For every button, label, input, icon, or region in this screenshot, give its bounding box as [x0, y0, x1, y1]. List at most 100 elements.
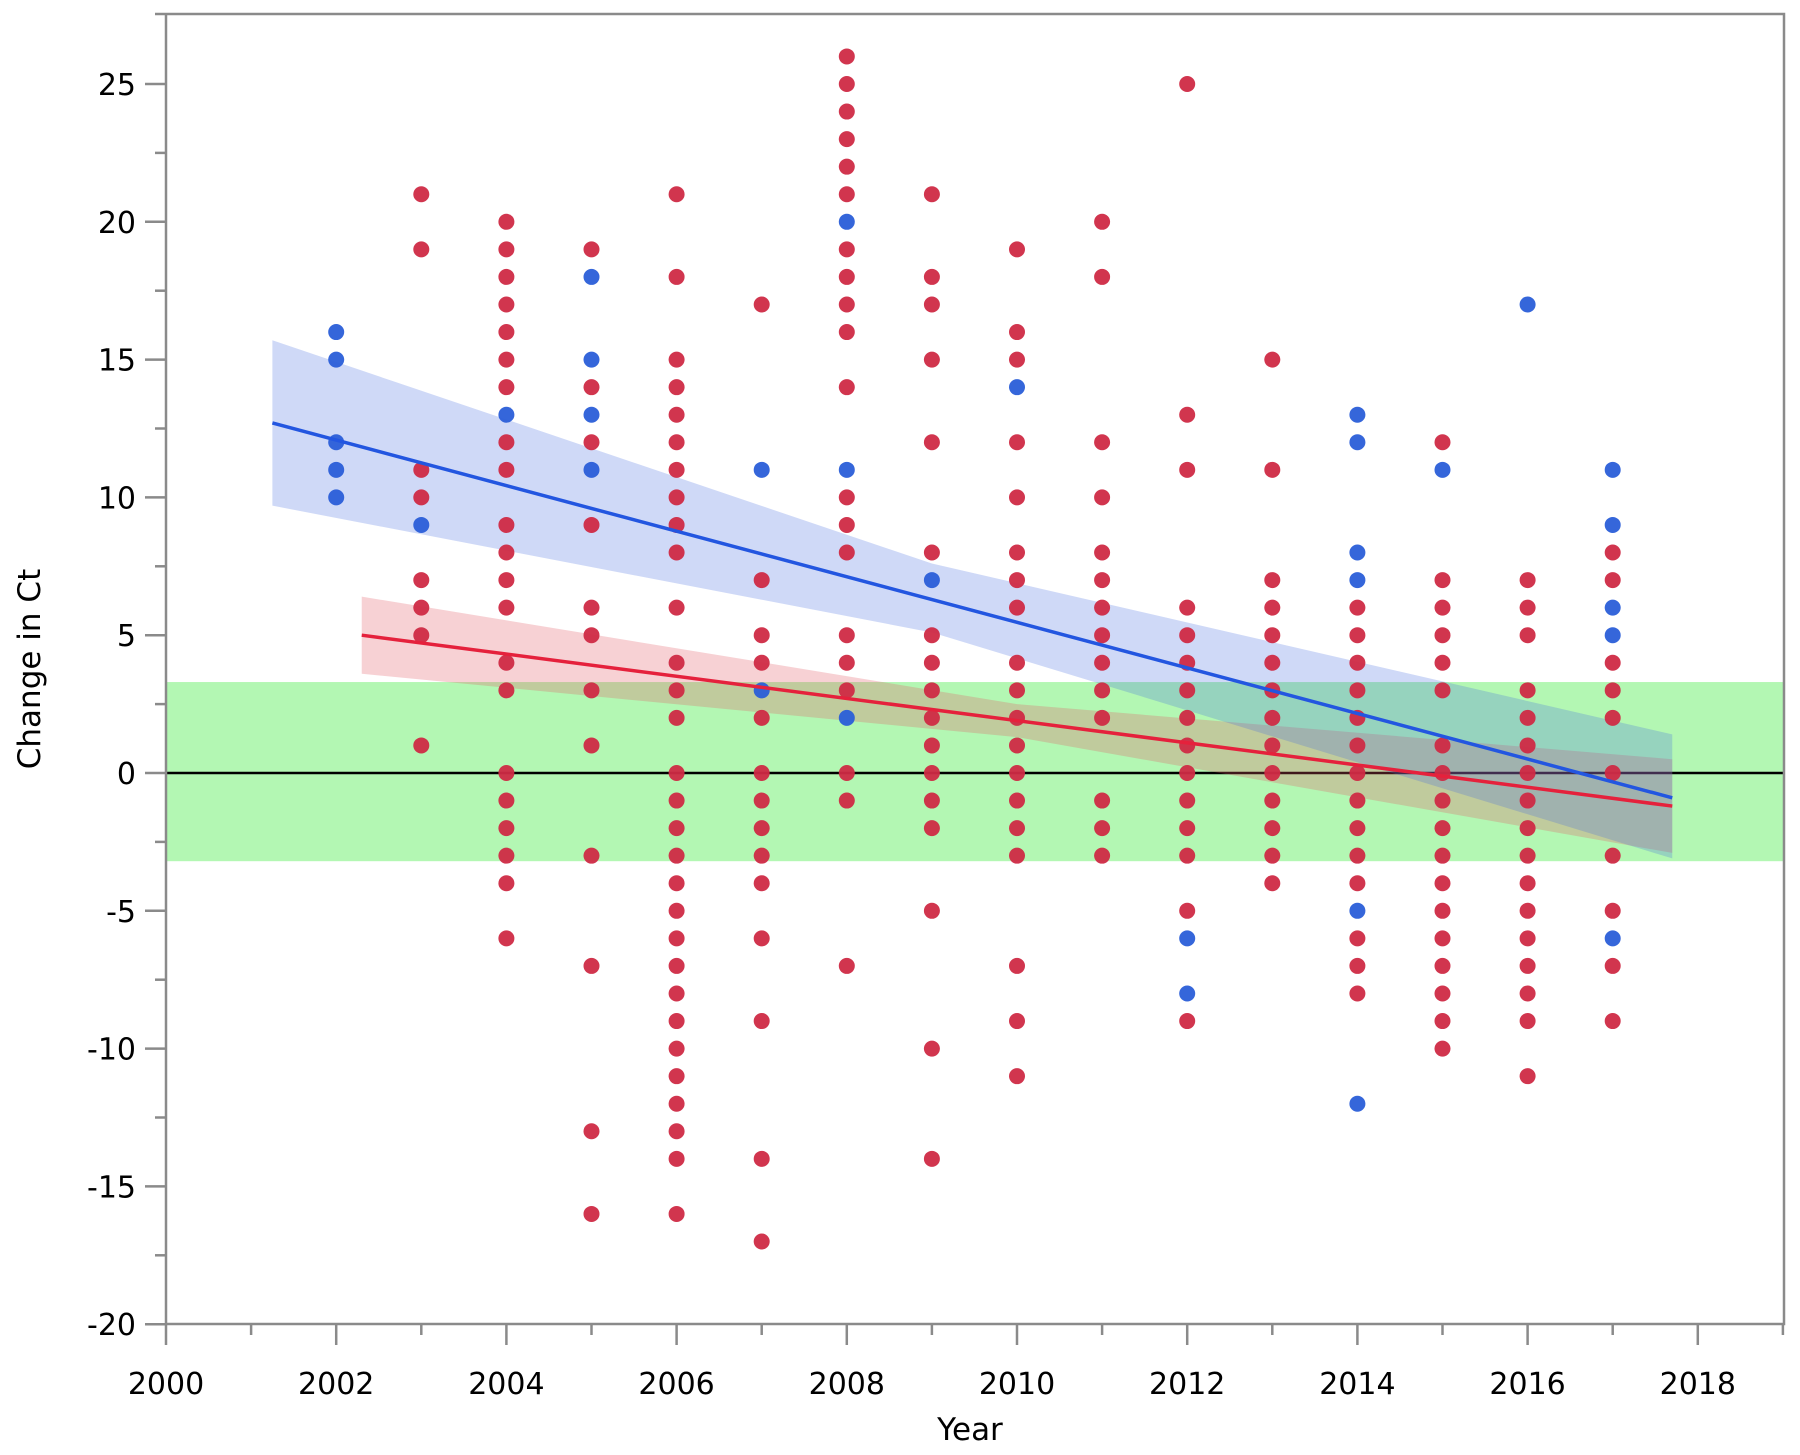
red-data-point: [1094, 820, 1111, 837]
red-data-point: [1179, 765, 1196, 781]
red-data-point: [1434, 737, 1451, 754]
red-data-point: [923, 351, 940, 368]
red-data-point: [1434, 792, 1451, 809]
blue-data-point: [1604, 627, 1621, 644]
red-data-point: [1349, 875, 1366, 892]
red-data-point: [1094, 572, 1111, 589]
red-data-point: [1009, 792, 1025, 809]
red-data-point: [1009, 351, 1025, 368]
red-data-point: [668, 1095, 685, 1112]
y-tick-label: -10: [87, 1033, 136, 1068]
red-data-point: [1604, 902, 1621, 919]
blue-data-point: [1349, 434, 1366, 451]
red-data-point: [838, 957, 855, 974]
red-data-point: [838, 103, 855, 120]
blue-data-point: [838, 461, 855, 478]
x-tick-label: 2000: [128, 1367, 204, 1402]
red-data-point: [1519, 820, 1536, 837]
red-data-point: [668, 379, 685, 396]
x-tick-label: 2008: [809, 1367, 885, 1402]
red-data-point: [923, 296, 940, 313]
red-data-point: [1009, 1013, 1025, 1030]
red-data-point: [1519, 875, 1536, 892]
blue-data-point: [1349, 406, 1366, 423]
red-data-point: [1179, 737, 1196, 754]
red-data-point: [583, 599, 600, 616]
red-data-point: [1349, 820, 1366, 837]
red-data-point: [923, 820, 940, 837]
blue-data-point: [328, 489, 345, 506]
red-data-point: [1094, 599, 1111, 616]
red-data-point: [1264, 654, 1281, 671]
red-data-point: [1519, 572, 1536, 589]
red-data-point: [498, 241, 515, 258]
red-data-point: [1434, 682, 1451, 699]
red-data-point: [1179, 820, 1196, 837]
red-data-point: [1519, 599, 1536, 616]
blue-data-point: [1604, 516, 1621, 533]
blue-fit-line: [271, 421, 1673, 800]
red-data-point: [1434, 434, 1451, 451]
red-data-point: [838, 544, 855, 561]
red-data-point: [1519, 985, 1536, 1002]
blue-data-point: [1604, 930, 1621, 947]
red-data-point: [1009, 820, 1025, 837]
y-tick-label: 0: [117, 757, 136, 792]
red-data-point: [838, 186, 855, 203]
red-data-point: [923, 1040, 940, 1057]
red-data-point: [753, 930, 770, 947]
red-data-point: [923, 792, 940, 809]
red-data-point: [923, 268, 940, 285]
blue-data-point: [1604, 599, 1621, 616]
red-data-point: [1349, 930, 1366, 947]
red-data-point: [1434, 957, 1451, 974]
red-data-point: [583, 957, 600, 974]
red-data-point: [753, 1013, 770, 1030]
red-data-point: [498, 296, 515, 313]
blue-data-point: [1604, 461, 1621, 478]
red-data-point: [1519, 930, 1536, 947]
red-data-point: [923, 434, 940, 451]
red-data-point: [923, 627, 940, 644]
red-data-point: [838, 48, 855, 65]
y-tick-label: -15: [87, 1170, 136, 1205]
red-data-point: [1604, 572, 1621, 589]
red-data-point: [413, 241, 430, 258]
red-data-point: [668, 792, 685, 809]
red-data-point: [1604, 847, 1621, 864]
x-tick-label: 2002: [298, 1367, 374, 1402]
red-data-point: [668, 682, 685, 699]
red-data-point: [583, 434, 600, 451]
blue-data-point: [838, 709, 855, 726]
red-data-point: [668, 351, 685, 368]
red-data-point: [1009, 324, 1025, 341]
blue-data-point: [583, 461, 600, 478]
blue-data-point: [328, 324, 345, 341]
red-data-point: [1519, 737, 1536, 754]
red-data-point: [838, 268, 855, 285]
red-data-point: [1434, 627, 1451, 644]
red-data-point: [1349, 847, 1366, 864]
blue-data-point: [1179, 930, 1196, 947]
red-data-point: [1009, 847, 1025, 864]
red-data-point: [668, 1040, 685, 1057]
red-data-point: [1519, 847, 1536, 864]
red-data-point: [1349, 682, 1366, 699]
red-data-point: [498, 654, 515, 671]
red-data-point: [838, 296, 855, 313]
x-axis-title: Year: [936, 1412, 1003, 1448]
red-data-point: [498, 351, 515, 368]
red-data-point: [923, 1150, 940, 1167]
red-data-point: [923, 186, 940, 203]
red-data-point: [1519, 682, 1536, 699]
red-data-point: [753, 1150, 770, 1167]
red-data-point: [1349, 599, 1366, 616]
y-tick-label: 25: [98, 68, 136, 103]
red-data-point: [1009, 434, 1025, 451]
red-data-point: [1349, 654, 1366, 671]
red-data-point: [668, 406, 685, 423]
red-data-point: [1604, 544, 1621, 561]
blue-data-point: [1349, 572, 1366, 589]
red-data-point: [1009, 737, 1025, 754]
